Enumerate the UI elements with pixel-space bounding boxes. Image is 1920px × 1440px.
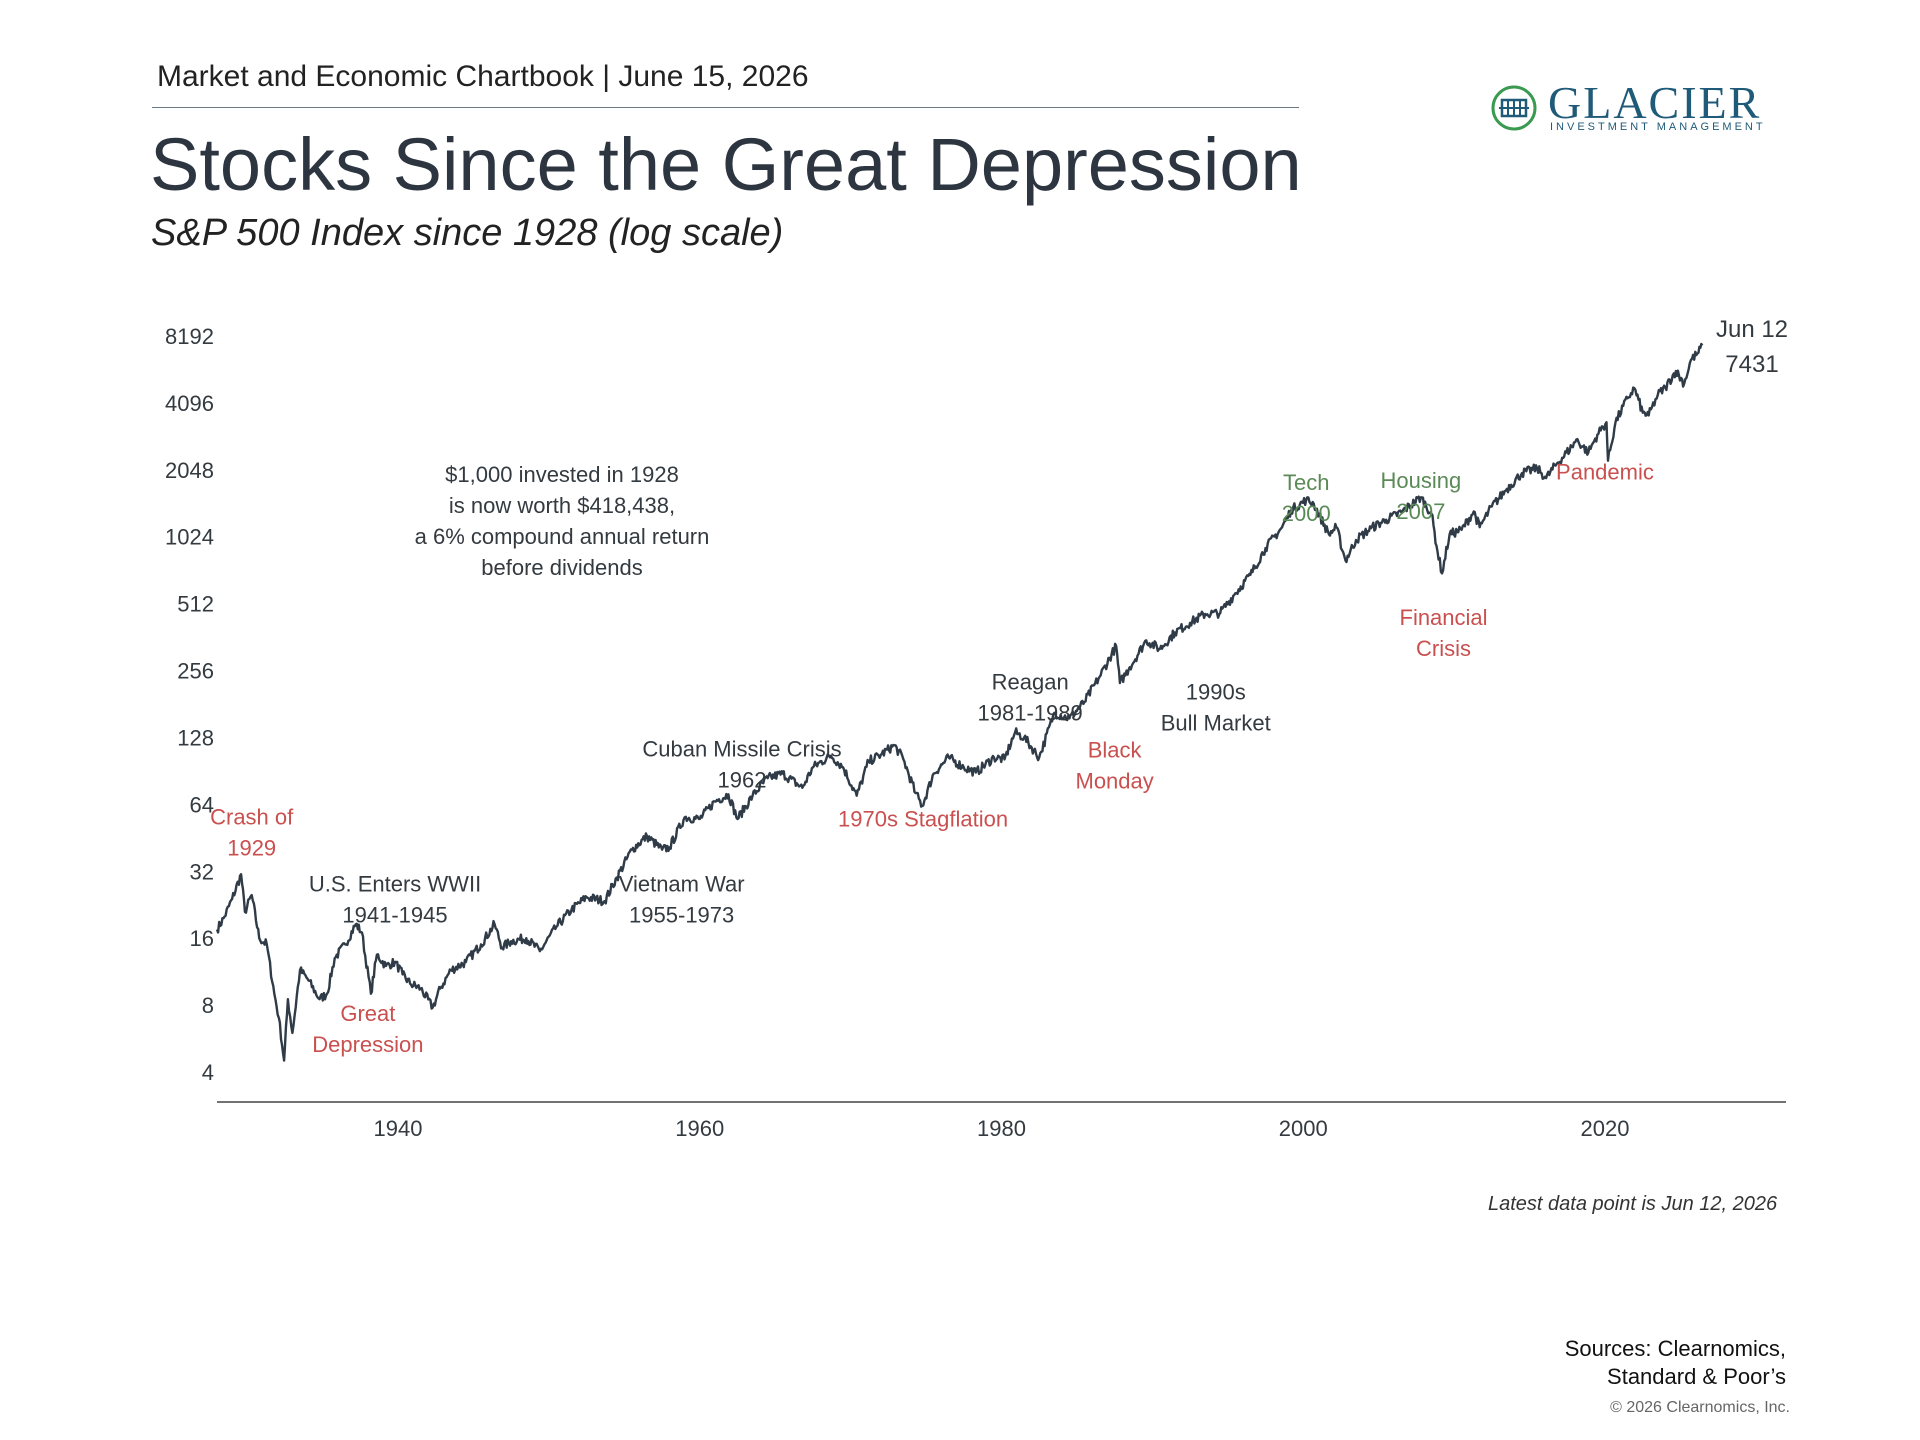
logo-wordmark: GLACIER xyxy=(1548,77,1762,128)
event-annotation-text: Tech xyxy=(1283,470,1329,495)
x-tick-label: 2020 xyxy=(1580,1116,1629,1141)
event-annotation-text: Pandemic xyxy=(1556,460,1654,485)
event-annotation: 1970s Stagflation xyxy=(838,806,1008,831)
event-annotation-text: Bull Market xyxy=(1161,710,1271,735)
copyright: © 2026 Clearnomics, Inc. xyxy=(1610,1399,1790,1416)
event-annotation: Financial Crisis xyxy=(1400,605,1488,661)
event-annotation-text: Reagan xyxy=(992,670,1069,695)
latest-data-note: Latest data point is Jun 12, 2026 xyxy=(1488,1193,1778,1215)
y-tick-label: 64 xyxy=(190,792,214,817)
x-tick-label: 1960 xyxy=(675,1116,724,1141)
y-axis: 4 8 16 32 64 128 256 512 1024 2048 4096 8192 xyxy=(165,324,214,1085)
event-annotation-text: 1990s xyxy=(1186,679,1246,704)
event-annotation-text: Financial xyxy=(1400,605,1488,630)
end-label-value: 7431 xyxy=(1725,351,1778,378)
sources: Sources: Clearnomics, Standard & Poor’s xyxy=(1565,1335,1786,1391)
event-annotation: 1990s Bull Market xyxy=(1161,679,1271,735)
page-subtitle: S&P 500 Index since 1928 (log scale) xyxy=(151,212,784,254)
y-tick-label: 32 xyxy=(190,859,214,884)
event-annotation-text: 1929 xyxy=(227,835,276,860)
y-tick-label: 2048 xyxy=(165,458,214,483)
page-title: Stocks Since the Great Depression xyxy=(150,123,1302,206)
event-annotation-text: Monday xyxy=(1076,768,1154,793)
callout-line-1: $1,000 invested in 1928 xyxy=(445,462,679,487)
event-annotation-text: Cuban Missile Crisis xyxy=(642,737,841,762)
event-annotation-text: Black xyxy=(1088,737,1143,762)
end-label: Jun 12 7431 xyxy=(1716,316,1788,378)
event-annotation: Crash of 1929 xyxy=(210,804,294,860)
glacier-logo-icon xyxy=(1491,85,1537,131)
y-tick-label: 8192 xyxy=(165,324,214,349)
event-annotation: Reagan 1981-1989 xyxy=(978,670,1083,726)
event-annotation: Great Depression xyxy=(312,1001,423,1057)
event-annotation-text: 2007 xyxy=(1396,499,1445,524)
event-annotation: Black Monday xyxy=(1076,737,1154,793)
callout-line-4: before dividends xyxy=(481,555,642,580)
x-tick-label: 2000 xyxy=(1279,1116,1328,1141)
sp500-series-line xyxy=(215,342,1704,1062)
event-annotation-text: Vietnam War xyxy=(619,871,745,896)
event-annotation-text: 1970s Stagflation xyxy=(838,806,1008,831)
sources-line-1: Sources: Clearnomics, xyxy=(1564,1336,1786,1361)
event-annotation: Cuban Missile Crisis 1962 xyxy=(642,737,841,793)
series-layer xyxy=(215,342,1704,1062)
y-tick-label: 512 xyxy=(177,592,214,617)
event-annotation-text: Great xyxy=(340,1001,395,1026)
sources-line-2: Standard & Poor’s xyxy=(1607,1364,1786,1389)
y-tick-label: 16 xyxy=(190,926,214,951)
glacier-logo: GLACIER INVESTMENT MANAGEMENT xyxy=(1490,77,1770,138)
chartbook-header: Market and Economic Chartbook | June 15,… xyxy=(157,60,809,93)
event-annotation-text: 1955-1973 xyxy=(629,902,734,927)
y-tick-label: 256 xyxy=(177,659,214,684)
x-tick-label: 1980 xyxy=(977,1116,1026,1141)
event-annotation: Pandemic xyxy=(1556,460,1654,485)
event-annotation: Vietnam War 1955-1973 xyxy=(619,871,745,927)
event-annotation-text: U.S. Enters WWII xyxy=(309,871,481,896)
event-annotation-text: Crisis xyxy=(1416,636,1471,661)
callout-line-3: a 6% compound annual return xyxy=(415,524,710,549)
header-divider xyxy=(152,107,1299,108)
event-annotation: Tech 2000 xyxy=(1282,470,1331,526)
annotation-layer: Crash of 1929 Great Depression U.S. Enters W… xyxy=(210,460,1654,1057)
event-annotation-text: Depression xyxy=(312,1032,423,1057)
x-tick-label: 1940 xyxy=(374,1116,423,1141)
investment-callout: $1,000 invested in 1928 is now worth $41… xyxy=(415,462,710,580)
y-tick-label: 8 xyxy=(202,993,214,1018)
callout-line-2: is now worth $418,438, xyxy=(449,493,675,518)
logo-tagline: INVESTMENT MANAGEMENT xyxy=(1550,121,1766,133)
event-annotation-text: Crash of xyxy=(210,804,294,829)
event-annotation: Housing 2007 xyxy=(1381,468,1462,524)
event-annotation-text: Housing xyxy=(1381,468,1462,493)
end-label-date: Jun 12 xyxy=(1716,316,1788,343)
y-tick-label: 1024 xyxy=(165,525,214,550)
y-tick-label: 4 xyxy=(202,1060,214,1085)
event-annotation-text: 1981-1989 xyxy=(978,701,1083,726)
y-tick-label: 128 xyxy=(177,725,214,750)
x-axis: 1940 1960 1980 2000 2020 xyxy=(217,1101,1786,1141)
y-tick-label: 4096 xyxy=(165,391,214,416)
event-annotation-text: 1941-1945 xyxy=(342,902,447,927)
event-annotation-text: 2000 xyxy=(1282,501,1331,526)
event-annotation-text: 1962 xyxy=(718,768,767,793)
event-annotation: U.S. Enters WWII 1941-1945 xyxy=(309,871,481,927)
